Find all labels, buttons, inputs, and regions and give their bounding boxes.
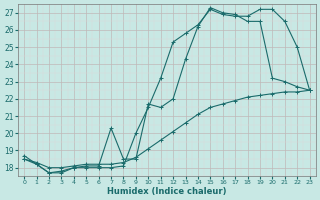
X-axis label: Humidex (Indice chaleur): Humidex (Indice chaleur) [107, 187, 227, 196]
